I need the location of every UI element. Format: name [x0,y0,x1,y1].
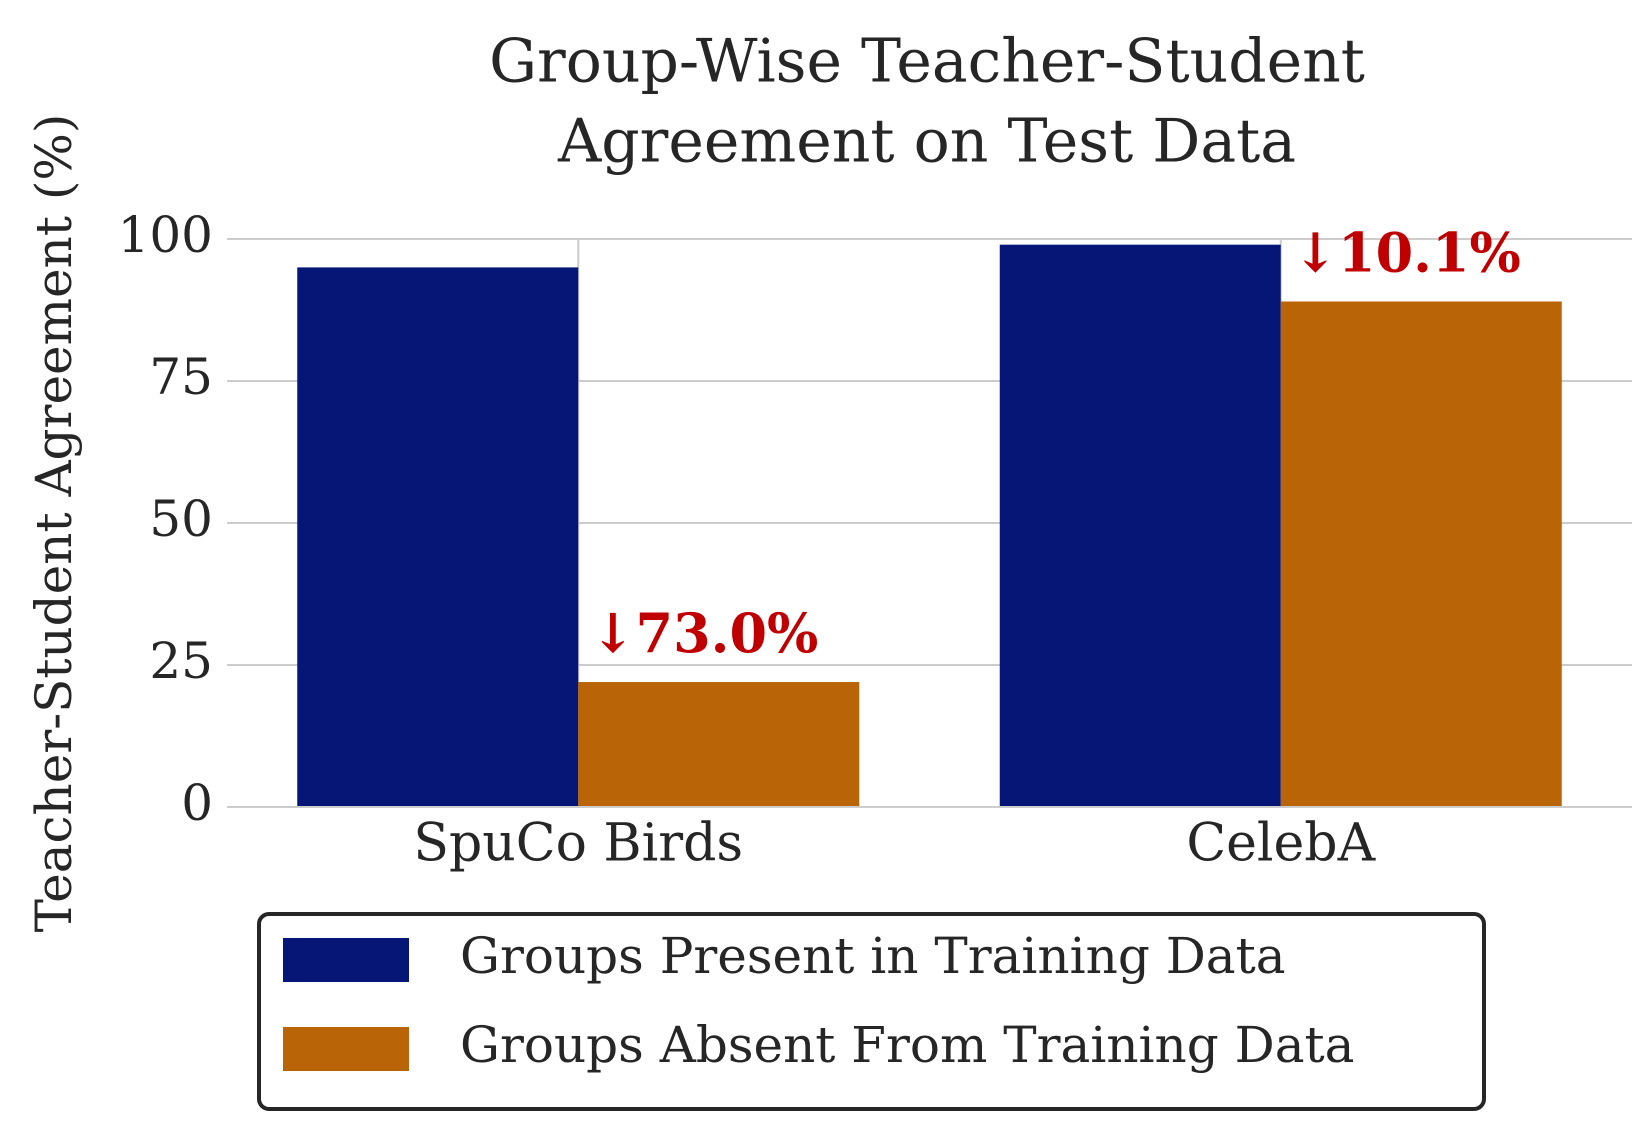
annotation: ↓73.0% [590,601,818,665]
bar [999,244,1281,807]
legend-label: Groups Present in Training Data [460,927,1286,985]
legend-box [257,912,1486,1111]
legend-label: Groups Absent From Training Data [460,1016,1354,1074]
chart-title: Group-Wise Teacher-Student [489,27,1365,97]
legend-swatch [283,938,409,982]
legend-swatch [283,1027,409,1071]
chart-title: Agreement on Test Data [557,107,1296,177]
annotation: ↓10.1% [1293,221,1521,285]
y-tick-label: 100 [118,206,213,264]
x-tick-label: CelebA [1186,814,1376,874]
bar [578,682,860,807]
y-tick-label: 50 [149,490,213,548]
x-tick-label: SpuCo Birds [413,814,743,874]
bar [1280,301,1562,807]
y-tick-label: 25 [149,632,213,690]
y-tick-label: 75 [149,348,213,406]
bar [297,267,579,807]
y-tick-label: 0 [181,774,213,832]
y-axis-label: Teacher-Student Agreement (%) [25,114,83,933]
